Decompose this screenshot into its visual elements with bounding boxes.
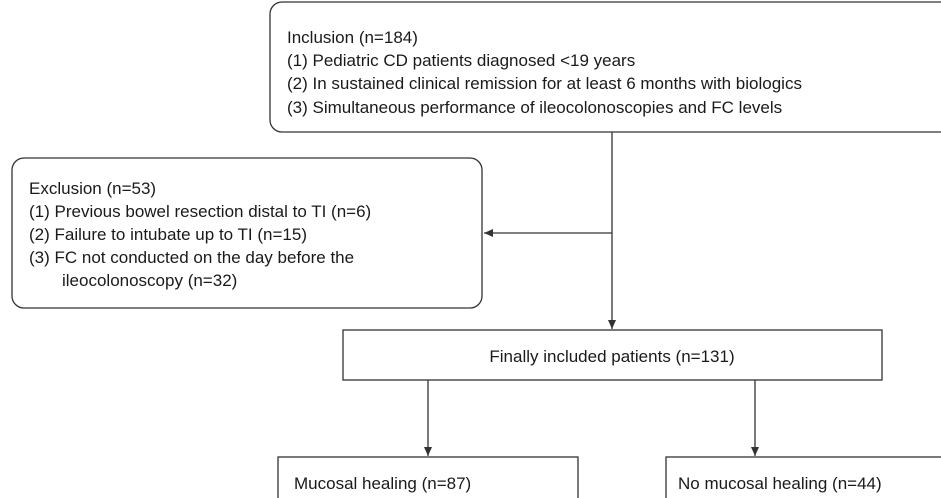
- exclusion-box: [11, 157, 483, 309]
- exclusion-item: ileocolonoscopy (n=32): [62, 271, 237, 290]
- inclusion-item: (3) Simultaneous performance of ileocolo…: [287, 98, 782, 117]
- exclusion-item: (3) FC not conducted on the day before t…: [29, 248, 354, 267]
- final-label: Finally included patients (n=131): [489, 347, 734, 366]
- outcome-label: No mucosal healing (n=44): [678, 474, 882, 493]
- inclusion-box: [269, 1, 941, 133]
- inclusion-item: (2) In sustained clinical remission for …: [287, 74, 802, 93]
- inclusion-title: Inclusion (n=184): [287, 28, 418, 47]
- inclusion-item: (1) Pediatric CD patients diagnosed <19 …: [287, 51, 635, 70]
- outcome-label: Mucosal healing (n=87): [294, 474, 471, 493]
- outcome-box: [277, 456, 579, 498]
- exclusion-item: (2) Failure to intubate up to TI (n=15): [29, 225, 307, 244]
- final-box: [342, 329, 883, 381]
- exclusion-item: (1) Previous bowel resection distal to T…: [29, 202, 371, 221]
- exclusion-title: Exclusion (n=53): [29, 179, 156, 198]
- outcome-box: [665, 456, 941, 498]
